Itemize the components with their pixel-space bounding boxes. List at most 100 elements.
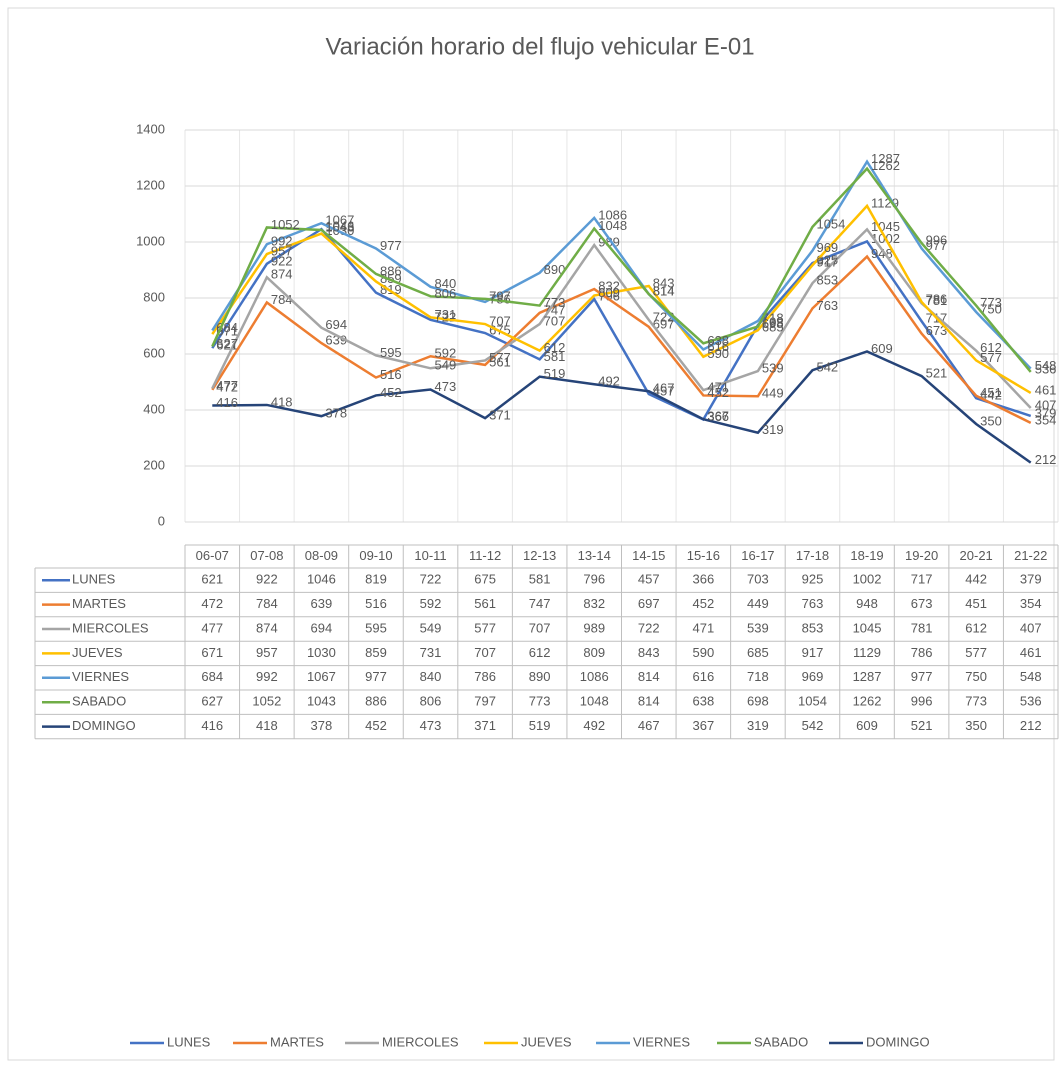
table-cell: 536 <box>1020 694 1042 709</box>
y-tick-label: 200 <box>143 457 165 472</box>
table-cell: 1043 <box>307 694 336 709</box>
x-tick-label: 20-21 <box>960 548 993 563</box>
x-tick-label: 15-16 <box>687 548 720 563</box>
table-cell: 1030 <box>307 645 336 660</box>
y-tick-label: 1000 <box>136 233 165 248</box>
table-row-label: MARTES <box>72 596 126 611</box>
data-label: 957 <box>271 243 293 258</box>
table-cell: 722 <box>420 572 442 587</box>
table-cell: 457 <box>638 572 660 587</box>
x-tick-label: 14-15 <box>632 548 665 563</box>
table-cell: 1048 <box>580 694 609 709</box>
series-line <box>211 227 1032 422</box>
data-label: 471 <box>707 380 729 395</box>
data-label: 638 <box>707 333 729 348</box>
table-cell: 977 <box>911 669 933 684</box>
data-label: 718 <box>762 310 784 325</box>
table-row-label: JUEVES <box>72 645 123 660</box>
table-cell: 685 <box>747 645 769 660</box>
table-cell: 697 <box>638 596 660 611</box>
data-label: 452 <box>380 385 402 400</box>
table-cell: 581 <box>529 572 551 587</box>
data-label: 639 <box>325 333 347 348</box>
x-tick-label: 11-12 <box>469 548 501 563</box>
data-label: 371 <box>489 408 511 423</box>
data-label: 549 <box>435 358 457 373</box>
data-label: 886 <box>380 263 402 278</box>
data-label: 707 <box>544 313 566 328</box>
data-label: 590 <box>707 346 729 361</box>
table-cell: 577 <box>965 645 987 660</box>
table-cell: 925 <box>802 572 824 587</box>
data-label: 461 <box>1035 382 1057 397</box>
table-cell: 707 <box>474 645 496 660</box>
x-tick-label: 06-07 <box>196 548 229 563</box>
table-cell: 452 <box>365 718 387 733</box>
series-line <box>211 227 1032 409</box>
data-label: 627 <box>216 336 238 351</box>
data-label: 477 <box>216 378 238 393</box>
table-cell: 627 <box>201 694 223 709</box>
table-cell: 977 <box>365 669 387 684</box>
x-tick-label: 07-08 <box>250 548 283 563</box>
table-cell: 806 <box>420 694 442 709</box>
data-label: 542 <box>816 360 838 375</box>
table-cell: 747 <box>529 596 551 611</box>
data-label: 354 <box>1035 412 1057 427</box>
table-cell: 750 <box>965 669 987 684</box>
table-cell: 917 <box>802 645 824 660</box>
table-cell: 786 <box>474 669 496 684</box>
table-cell: 1046 <box>307 572 336 587</box>
data-label: 840 <box>435 276 457 291</box>
x-tick-label: 13-14 <box>578 548 611 563</box>
table-cell: 840 <box>420 669 442 684</box>
data-label: 319 <box>762 422 784 437</box>
data-label: 1048 <box>598 218 627 233</box>
table-cell: 859 <box>365 645 387 660</box>
table-cell: 1054 <box>798 694 827 709</box>
data-label: 449 <box>762 386 784 401</box>
table-cell: 890 <box>529 669 551 684</box>
table-cell: 731 <box>420 645 442 660</box>
table-cell: 773 <box>965 694 987 709</box>
x-tick-label: 16-17 <box>741 548 774 563</box>
table-cell: 1002 <box>853 572 882 587</box>
table-cell: 592 <box>420 596 442 611</box>
table-cell: 809 <box>583 645 605 660</box>
data-label: 442 <box>980 388 1002 403</box>
data-label: 473 <box>435 379 457 394</box>
data-label: 452 <box>707 385 729 400</box>
table-cell: 442 <box>965 572 987 587</box>
data-label: 451 <box>980 385 1002 400</box>
data-label: 832 <box>598 278 620 293</box>
data-label: 577 <box>489 350 511 365</box>
table-cell: 461 <box>1020 645 1042 660</box>
table-cell: 416 <box>201 718 223 733</box>
data-label: 407 <box>1035 397 1057 412</box>
table-cell: 684 <box>201 669 223 684</box>
y-tick-label: 1200 <box>136 177 165 192</box>
table-cell: 814 <box>638 694 660 709</box>
table-cell: 319 <box>747 718 769 733</box>
table-cell: 378 <box>311 718 333 733</box>
data-label: 561 <box>489 354 511 369</box>
table-cell: 367 <box>692 718 714 733</box>
table-cell: 1262 <box>853 694 882 709</box>
data-label: 806 <box>435 286 457 301</box>
table-cell: 542 <box>802 718 824 733</box>
table-cell: 722 <box>638 620 660 635</box>
legend-label: VIERNES <box>633 1034 690 1049</box>
data-label: 853 <box>816 273 838 288</box>
data-label: 581 <box>544 349 566 364</box>
table-row-label: SABADO <box>72 694 126 709</box>
data-label: 707 <box>489 313 511 328</box>
table-row-label: LUNES <box>72 572 116 587</box>
table-cell: 467 <box>638 718 660 733</box>
x-tick-label: 17-18 <box>796 548 829 563</box>
data-label: 548 <box>1035 358 1057 373</box>
data-label: 814 <box>653 284 675 299</box>
table-cell: 452 <box>692 596 714 611</box>
data-label: 539 <box>762 361 784 376</box>
table-cell: 379 <box>1020 572 1042 587</box>
table-cell: 577 <box>474 620 496 635</box>
